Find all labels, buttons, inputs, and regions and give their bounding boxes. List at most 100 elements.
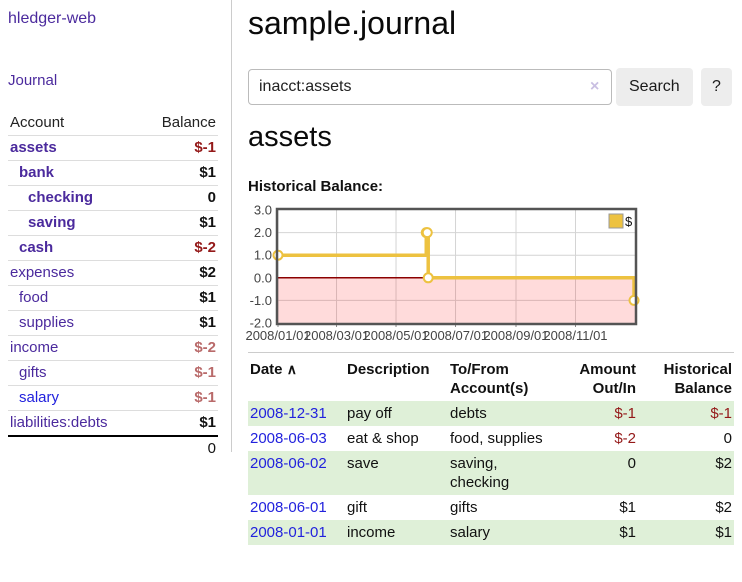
account-balance: $1 bbox=[141, 160, 218, 186]
x-axis-tick-label: 2008/07/01 bbox=[423, 328, 488, 343]
account-link[interactable]: saving bbox=[28, 214, 76, 231]
transaction-date-link[interactable]: 2008-06-01 bbox=[250, 499, 327, 516]
transactions-table: Date ∧ Description To/From Account(s) Am… bbox=[248, 352, 734, 545]
account-balance: 0 bbox=[141, 185, 218, 211]
account-balance: $1 bbox=[141, 310, 218, 336]
account-balance: $-1 bbox=[141, 135, 218, 161]
account-balance: $-2 bbox=[141, 335, 218, 361]
account-balance: $1 bbox=[141, 285, 218, 311]
account-row: checking 0 bbox=[8, 185, 218, 211]
transaction-row: 2008-06-03 eat & shop food, supplies $-2 0 bbox=[248, 426, 734, 451]
y-axis-tick-label: 3.0 bbox=[254, 203, 272, 218]
description-column-header: Description bbox=[347, 361, 430, 378]
page-title: sample.journal bbox=[248, 5, 457, 41]
search-input[interactable] bbox=[248, 69, 612, 105]
nav-journal-link[interactable]: Journal bbox=[8, 72, 58, 89]
transaction-accounts: food, supplies bbox=[450, 430, 543, 447]
transaction-description: save bbox=[347, 455, 379, 472]
transaction-date-link[interactable]: 2008-01-01 bbox=[250, 524, 327, 541]
transaction-accounts: gifts bbox=[450, 499, 478, 516]
transaction-description: eat & shop bbox=[347, 430, 419, 447]
transaction-row: 2008-06-02 save saving, checking 0 $2 bbox=[248, 451, 734, 495]
y-axis-tick-label: 0.0 bbox=[254, 270, 272, 285]
account-row: cash $-2 bbox=[8, 235, 218, 261]
y-axis-tick-label: -2.0 bbox=[250, 316, 272, 331]
transaction-amount: $-2 bbox=[614, 430, 636, 447]
account-row: supplies $1 bbox=[8, 310, 218, 336]
x-axis-tick-label: 2008/11/01 bbox=[543, 328, 607, 343]
legend-label: $ bbox=[625, 214, 633, 229]
account-link[interactable]: bank bbox=[19, 164, 55, 181]
account-link[interactable]: food bbox=[19, 289, 49, 306]
transaction-balance: 0 bbox=[723, 430, 732, 447]
transaction-row: 2008-06-01 gift gifts $1 $2 bbox=[248, 495, 734, 520]
transaction-balance: $-1 bbox=[710, 405, 732, 422]
account-balance: $-2 bbox=[141, 235, 218, 261]
account-link[interactable]: income bbox=[10, 339, 59, 356]
account-link[interactable]: liabilities:debts bbox=[10, 414, 108, 431]
account-balance: $-1 bbox=[141, 360, 218, 386]
date-header-label: Date bbox=[250, 361, 283, 378]
account-link[interactable]: checking bbox=[28, 189, 94, 206]
accounts-body: assets $-1 bank $1 checking 0 saving $1 cash $-2 e… bbox=[8, 135, 218, 436]
account-link[interactable]: assets bbox=[10, 139, 57, 156]
account-link[interactable]: salary bbox=[19, 389, 60, 406]
accounts-total-balance: 0 bbox=[141, 435, 218, 461]
negative-region bbox=[278, 277, 635, 323]
account-balance: $1 bbox=[141, 210, 218, 236]
legend-swatch bbox=[608, 213, 624, 229]
x-axis-tick-label: 2008/03/01 bbox=[304, 328, 369, 343]
account-row: salary $-1 bbox=[8, 385, 218, 411]
sidebar: hledger-web Journal Account Balance asse… bbox=[0, 0, 232, 461]
transaction-date-link[interactable]: 2008-12-31 bbox=[250, 405, 327, 422]
transaction-date-link[interactable]: 2008-06-02 bbox=[250, 455, 327, 472]
plot-border bbox=[275, 207, 638, 326]
date-column-header[interactable]: Date ∧ bbox=[248, 353, 345, 402]
account-link[interactable]: gifts bbox=[19, 364, 47, 381]
account-row: bank $1 bbox=[8, 160, 218, 186]
x-axis-tick-label: 2008/05/01 bbox=[363, 328, 428, 343]
transaction-amount: $-1 bbox=[614, 405, 636, 422]
balance-chart-svg: 3.0 2.0 1.0 0.0 -1.0 -2.02008/01/012008/03/01… bbox=[245, 203, 640, 343]
account-row: assets $-1 bbox=[8, 135, 218, 161]
transaction-date-link[interactable]: 2008-06-03 bbox=[250, 430, 327, 447]
accounts-header-account: Account bbox=[10, 114, 65, 131]
account-link[interactable]: supplies bbox=[19, 314, 75, 331]
accounts-column-header: To/From Account(s) bbox=[450, 361, 529, 397]
y-axis-tick-label: 1.0 bbox=[254, 248, 272, 263]
account-link[interactable]: cash bbox=[19, 239, 54, 256]
app-title-link[interactable]: hledger-web bbox=[8, 10, 97, 27]
accounts-header-balance: Balance bbox=[161, 114, 216, 131]
chart-title: Historical Balance: bbox=[248, 178, 384, 195]
transaction-row: 2008-12-31 pay off debts $-1 $-1 bbox=[248, 401, 734, 426]
help-button[interactable]: ? bbox=[701, 68, 732, 106]
account-row: expenses $2 bbox=[8, 260, 218, 286]
transaction-balance: $2 bbox=[715, 455, 732, 472]
transaction-balance: $2 bbox=[715, 499, 732, 516]
y-axis-tick-label: -1.0 bbox=[250, 293, 272, 308]
transaction-accounts: debts bbox=[450, 405, 487, 422]
search-button[interactable]: Search bbox=[616, 68, 693, 106]
account-link[interactable]: expenses bbox=[10, 264, 75, 281]
transaction-accounts: salary bbox=[450, 524, 491, 541]
amount-column-header: Amount Out/In bbox=[579, 361, 636, 397]
account-row: liabilities:debts $1 bbox=[8, 410, 218, 436]
balance-column-header: Historical Balance bbox=[663, 361, 732, 397]
account-row: saving $1 bbox=[8, 210, 218, 236]
accounts-header-row: Account Balance bbox=[8, 112, 218, 136]
account-balance: $1 bbox=[141, 410, 218, 436]
transaction-description: gift bbox=[347, 499, 368, 516]
account-heading: assets bbox=[248, 121, 332, 153]
transaction-accounts: saving, checking bbox=[450, 455, 510, 491]
data-point-marker bbox=[422, 272, 434, 284]
clear-search-icon[interactable]: × bbox=[590, 78, 600, 95]
transaction-description: pay off bbox=[347, 405, 392, 422]
transaction-amount: 0 bbox=[627, 455, 636, 472]
transaction-amount: $1 bbox=[619, 524, 636, 541]
account-row: gifts $-1 bbox=[8, 360, 218, 386]
transactions-header-row: Date ∧ Description To/From Account(s) Am… bbox=[248, 353, 734, 402]
account-balance: $2 bbox=[141, 260, 218, 286]
sidebar-nav: Journal bbox=[8, 72, 218, 90]
sort-ascending-icon[interactable]: ∧ bbox=[286, 361, 297, 377]
